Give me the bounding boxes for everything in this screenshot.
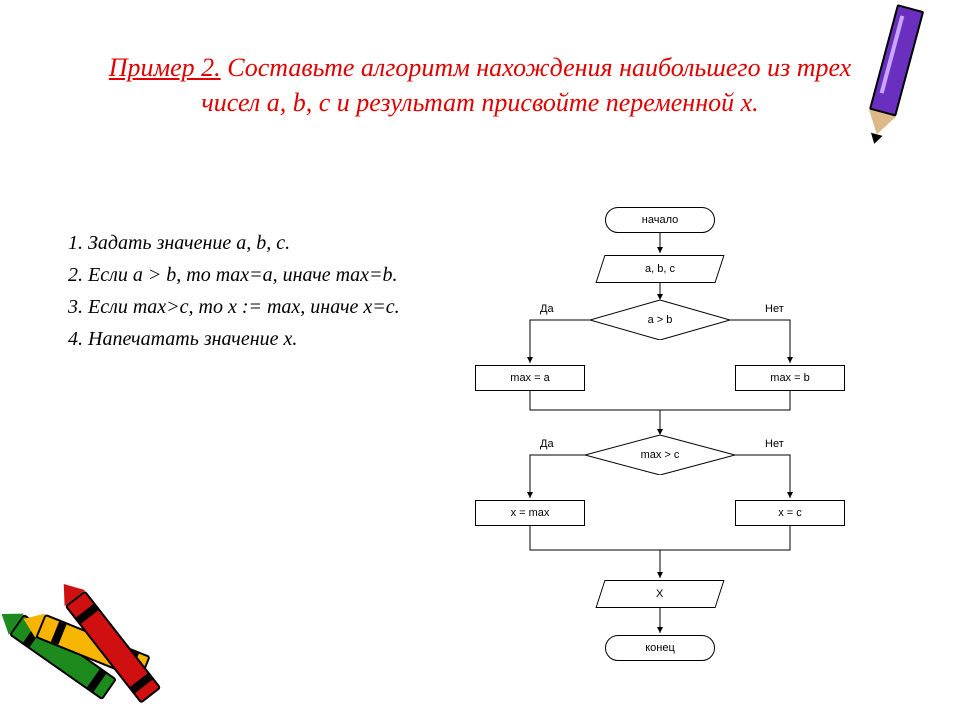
label-d1-no: Нет [765,303,784,315]
label-d1-yes: Да [540,303,554,315]
algorithm-steps: Задать значение a, b, c. Если a > b, то … [60,230,440,358]
node-end: конец [605,635,715,661]
crayons-decor [40,560,220,700]
step-1: Задать значение a, b, c. [88,230,440,256]
node-x-c: x = c [735,500,845,526]
title-underlined: Пример 2. [109,53,221,82]
step-3: Если max>c, то x := max, иначе x=c. [88,294,440,320]
label-d2-no: Нет [765,438,784,450]
node-x-max: x = max [475,500,585,526]
flowchart: начало a, b, c a > b max = a max = b max… [460,195,940,705]
label-d2-yes: Да [540,438,554,450]
node-max-b: max = b [735,365,845,391]
node-start: начало [605,207,715,233]
node-output: X [595,580,724,608]
node-max-a: max = a [475,365,585,391]
step-2: Если a > b, то max=a, иначе max=b. [88,262,440,288]
node-decision-2: max > c [585,435,735,475]
title-rest: Составьте алгоритм нахождения наибольшег… [201,53,851,117]
node-input: a, b, c [595,255,724,283]
pencil-decor [831,0,950,173]
page-title: Пример 2. Составьте алгоритм нахождения … [80,50,880,120]
node-decision-1: a > b [590,300,730,340]
step-4: Напечатать значение x. [88,326,440,352]
